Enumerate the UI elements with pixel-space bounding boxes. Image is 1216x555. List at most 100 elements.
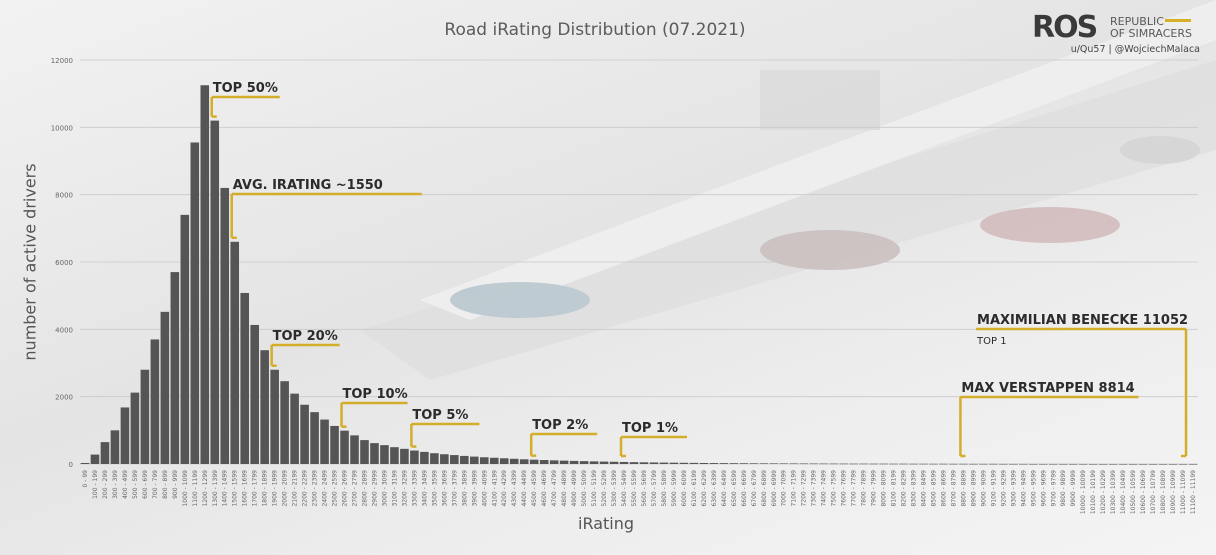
bar: [120, 407, 130, 464]
bar: [350, 435, 359, 464]
x-tick-label: 2100 - 2199: [292, 470, 299, 507]
bar: [310, 412, 319, 464]
x-tick-label: 2900 - 2999: [371, 470, 378, 507]
annotation-label: TOP 5%: [412, 408, 468, 423]
bar: [1088, 463, 1098, 465]
x-axis-label: iRating: [578, 514, 635, 533]
x-tick-label: 1000 - 1099: [182, 470, 189, 507]
x-tick-label: 5400 - 5499: [621, 470, 628, 507]
x-tick-label: 100 - 199: [92, 470, 99, 499]
annotation-sublabel: TOP 1: [976, 336, 1007, 347]
x-tick-label: 5300 - 5399: [611, 470, 618, 507]
x-tick-label: 9200 - 9299: [1000, 470, 1007, 507]
brand-name-line1: REPUBLIC: [1110, 15, 1164, 28]
x-tick-label: 6500 - 6599: [731, 470, 738, 507]
bar: [320, 419, 329, 464]
x-tick-label: 5900 - 5999: [671, 470, 678, 507]
x-tick-label: 9600 - 9699: [1040, 470, 1047, 507]
x-tick-label: 500 - 599: [132, 470, 139, 499]
bar: [1138, 463, 1148, 465]
x-tick-label: 8500 - 8599: [930, 470, 937, 507]
bar: [559, 460, 569, 464]
bar: [1188, 463, 1198, 465]
bar: [180, 214, 190, 464]
bar: [509, 458, 519, 464]
brand-logo: ROS: [1032, 10, 1098, 45]
bar: [440, 454, 449, 464]
x-tick-label: 1200 - 1299: [202, 470, 209, 507]
x-tick-label: 1100 - 1199: [192, 470, 199, 507]
bar: [699, 462, 709, 464]
bar: [210, 120, 220, 464]
bar: [979, 463, 988, 465]
bar: [849, 463, 858, 465]
bar: [370, 443, 379, 464]
x-tick-label: 7700 - 7799: [851, 470, 858, 507]
x-tick-label: 800 - 899: [162, 470, 169, 499]
bar: [1029, 463, 1038, 465]
bar: [360, 440, 369, 464]
bar: [639, 462, 649, 464]
bar: [579, 461, 589, 464]
x-tick-label: 7600 - 7699: [841, 470, 848, 507]
bar: [340, 430, 349, 464]
bar: [1078, 463, 1088, 465]
x-tick-label: 2800 - 2899: [361, 470, 368, 507]
x-tick-label: 9700 - 9799: [1050, 470, 1057, 507]
x-tick-label: 5100 - 5199: [591, 470, 598, 507]
x-tick-label: 7100 - 7199: [791, 470, 798, 507]
bar: [1178, 463, 1188, 465]
bar: [779, 463, 789, 465]
x-tick-label: 9100 - 9199: [990, 470, 997, 507]
bar: [1118, 463, 1128, 465]
x-tick-label: 2300 - 2399: [312, 470, 319, 507]
bar: [1009, 463, 1018, 465]
bar: [999, 463, 1008, 465]
bar: [709, 463, 719, 464]
bar: [649, 462, 659, 464]
brand-name: REPUBLIC OF SIMRACERS: [1110, 16, 1192, 40]
bar: [190, 142, 200, 464]
bar: [250, 324, 259, 464]
x-tick-label: 4000 - 4099: [481, 470, 488, 507]
y-tick-label: 10000: [51, 124, 73, 132]
x-tick-label: 10900 - 10999: [1170, 470, 1177, 514]
bar: [400, 448, 409, 464]
bar: [300, 404, 309, 464]
bar: [390, 447, 399, 464]
x-tick-label: 8100 - 8199: [891, 470, 898, 507]
x-tick-label: 7200 - 7299: [801, 470, 808, 507]
bar: [929, 463, 938, 465]
x-tick-label: 3400 - 3499: [421, 470, 428, 507]
bar: [969, 463, 978, 465]
brand-name-line2: OF SIMRACERS: [1110, 27, 1192, 40]
bar: [260, 350, 269, 464]
x-tick-label: 6200 - 6299: [701, 470, 708, 507]
x-tick-label: 1700 - 1799: [252, 470, 259, 507]
chart-title: Road iRating Distribution (07.2021): [444, 20, 746, 40]
bar: [290, 393, 299, 464]
bar: [1019, 463, 1028, 465]
bar: [899, 463, 908, 465]
x-tick-label: 8300 - 8399: [911, 470, 918, 507]
bar: [549, 460, 559, 464]
bar: [130, 392, 140, 464]
bar: [220, 187, 230, 464]
x-tick-label: 6300 - 6399: [711, 470, 718, 507]
x-tick-label: 7300 - 7399: [811, 470, 818, 507]
y-tick-label: 6000: [55, 259, 73, 267]
annotation-label: TOP 10%: [343, 387, 408, 402]
x-tick-label: 8400 - 8499: [920, 470, 927, 507]
annotation-label: TOP 2%: [532, 418, 588, 433]
x-tick-label: 6900 - 6999: [771, 470, 778, 507]
x-tick-label: 5700 - 5799: [651, 470, 658, 507]
bar: [230, 241, 240, 464]
bar: [430, 453, 439, 464]
x-tick-label: 10500 - 10599: [1130, 470, 1137, 514]
x-tick-label: 5200 - 5299: [601, 470, 608, 507]
bar: [1038, 463, 1048, 465]
annotation-label: AVG. IRATING ~1550: [233, 178, 383, 193]
bar: [599, 461, 609, 464]
x-tick-label: 7000 - 7099: [781, 470, 788, 507]
x-tick-label: 1800 - 1899: [262, 470, 269, 507]
